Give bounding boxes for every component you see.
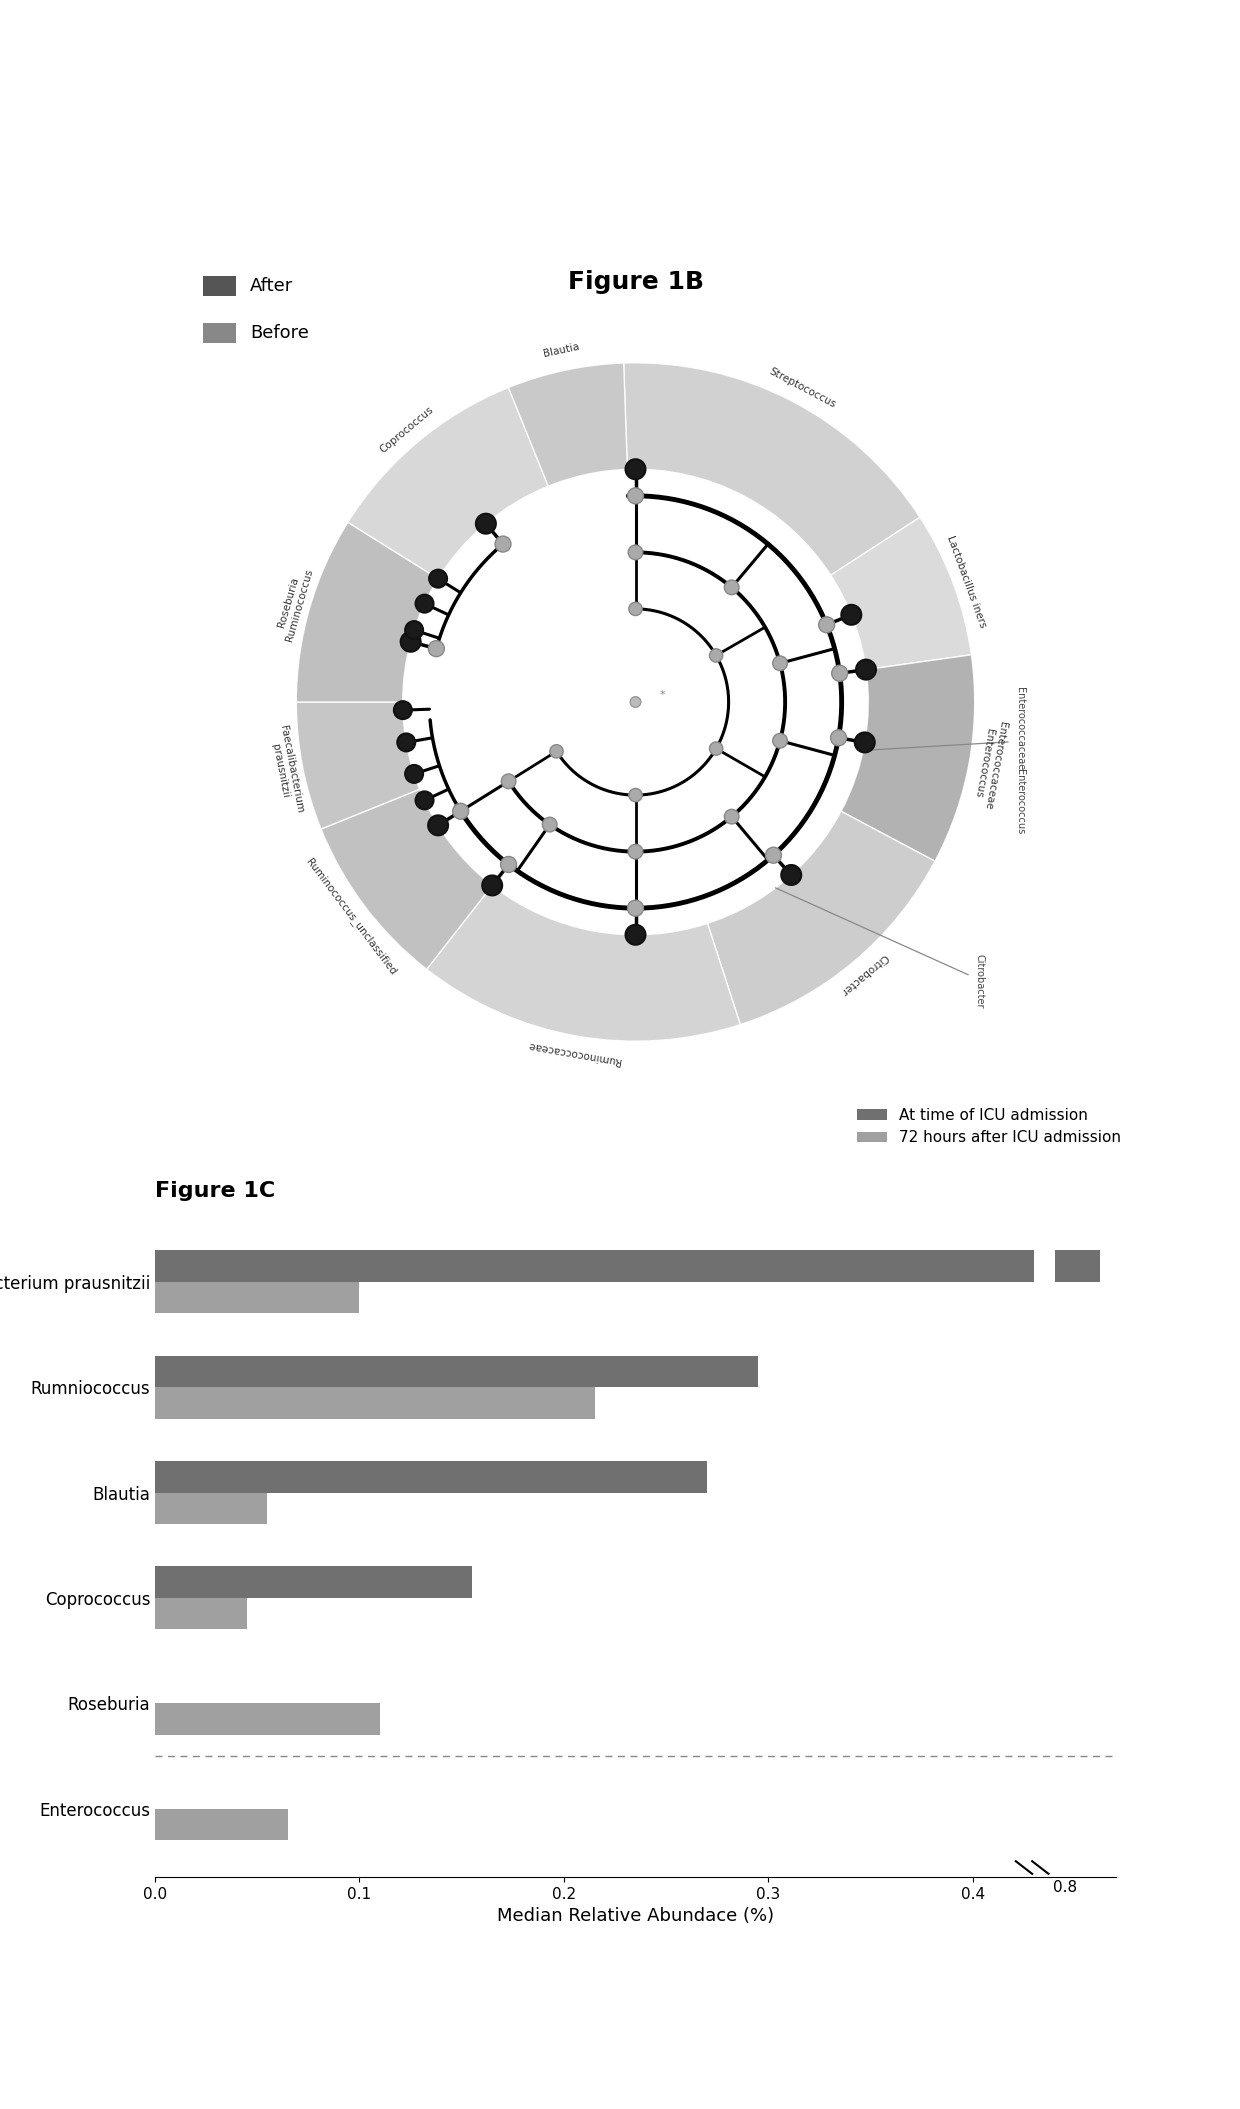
Circle shape [415,791,434,810]
Bar [155,1567,472,1599]
Wedge shape [508,363,627,487]
Text: Coprococcus: Coprococcus [378,405,435,456]
Text: Enterococcaceae
Enterococcus: Enterococcaceae Enterococcus [971,719,1008,810]
Circle shape [724,580,739,595]
Circle shape [501,774,516,789]
Text: 0.8: 0.8 [1053,1879,1078,1896]
Circle shape [401,633,420,652]
Circle shape [429,569,448,588]
Circle shape [627,901,644,915]
Text: Streptococcus: Streptococcus [768,367,837,409]
Text: After: After [249,278,293,295]
Wedge shape [841,654,975,860]
Circle shape [629,544,642,559]
Bar [155,1251,1034,1282]
Circle shape [831,730,847,747]
Wedge shape [624,363,920,576]
Text: Citrobacter: Citrobacter [838,951,890,998]
Bar [1055,1251,1100,1282]
Circle shape [625,926,646,945]
Text: Enterococcaceae: Enterococcaceae [1014,688,1024,770]
Circle shape [625,460,646,479]
Wedge shape [831,517,971,669]
Text: Faecalibacterium
prausnitzii: Faecalibacterium prausnitzii [267,723,305,816]
Wedge shape [321,789,492,970]
Circle shape [394,700,412,719]
Circle shape [476,515,496,534]
Text: *: * [660,690,665,700]
FancyBboxPatch shape [203,276,237,295]
Bar [155,1356,758,1388]
Wedge shape [296,523,438,702]
Circle shape [856,660,875,679]
Circle shape [765,848,781,863]
Circle shape [818,616,835,633]
Circle shape [709,742,723,755]
Text: Figure 1B: Figure 1B [568,270,703,293]
Circle shape [629,603,642,616]
Bar [155,1282,360,1314]
Circle shape [428,816,448,835]
Circle shape [781,865,801,886]
Text: Ruminococcus_unclassified: Ruminococcus_unclassified [304,856,398,976]
Circle shape [549,744,563,757]
Bar [155,1388,595,1419]
Text: Blautia: Blautia [542,342,580,359]
Circle shape [415,595,434,612]
Circle shape [709,650,723,662]
Wedge shape [296,702,419,829]
Bar [155,1493,268,1525]
Wedge shape [348,388,548,578]
Circle shape [627,487,644,504]
Circle shape [542,818,557,831]
Circle shape [453,804,469,818]
Circle shape [428,641,444,656]
Circle shape [501,856,517,873]
Circle shape [405,766,423,782]
Text: Lactobacillus iners: Lactobacillus iners [945,534,988,628]
Text: Ruminococcaceae: Ruminococcaceae [527,1040,621,1065]
Text: Enterococcus: Enterococcus [1014,770,1024,835]
Text: Figure 1C: Figure 1C [155,1181,275,1200]
Circle shape [495,536,511,553]
Circle shape [397,734,415,751]
X-axis label: Median Relative Abundace (%): Median Relative Abundace (%) [497,1907,774,1926]
FancyBboxPatch shape [203,323,237,344]
Circle shape [482,875,502,896]
Bar [155,1810,288,1841]
Text: Before: Before [249,325,309,342]
Wedge shape [708,812,935,1025]
Circle shape [724,810,739,825]
Circle shape [405,620,423,639]
Bar [155,1599,247,1630]
Circle shape [773,734,787,749]
Circle shape [630,696,641,707]
Circle shape [629,789,642,801]
Wedge shape [427,886,740,1042]
Legend: At time of ICU admission, 72 hours after ICU admission: At time of ICU admission, 72 hours after… [851,1101,1127,1152]
Circle shape [842,605,862,624]
Circle shape [854,732,874,753]
Circle shape [773,656,787,671]
Circle shape [832,664,848,681]
Bar [155,1462,707,1493]
Bar [155,1704,379,1736]
Text: Citrobacter: Citrobacter [975,953,985,1008]
Circle shape [629,844,642,858]
Text: Roseburia
Ruminococcus: Roseburia Ruminococcus [273,565,314,643]
